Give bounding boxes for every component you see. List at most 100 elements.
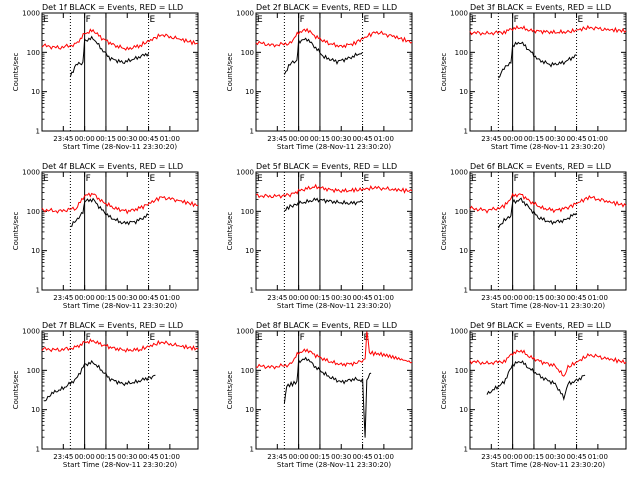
x-tick-label: 00:00 bbox=[503, 135, 523, 143]
event-marker-f: F bbox=[86, 333, 91, 343]
y-tick-label: 1 bbox=[250, 287, 254, 295]
y-tick-label: 10 bbox=[31, 88, 40, 96]
y-axis-label: Counts/sec bbox=[440, 371, 448, 410]
y-axis-label: Counts/sec bbox=[440, 53, 448, 92]
y-tick-label: 1 bbox=[36, 287, 40, 295]
x-axis-label: Start Time (28-Nov-11 23:30:20) bbox=[277, 302, 391, 310]
x-tick-label: 00:30 bbox=[331, 135, 351, 143]
event-marker-e: E bbox=[471, 15, 477, 25]
y-axis-label: Counts/sec bbox=[12, 371, 20, 410]
x-tick-label: 00:45 bbox=[138, 135, 158, 143]
y-tick-label: 1 bbox=[250, 128, 254, 136]
x-axis-label: Start Time (28-Nov-11 23:30:20) bbox=[277, 143, 391, 151]
lld-series-line bbox=[469, 24, 627, 36]
x-tick-label: 01:00 bbox=[588, 453, 608, 461]
event-marker-e: E bbox=[257, 15, 263, 25]
x-tick-label: 00:00 bbox=[75, 294, 95, 302]
x-tick-label: 23:45 bbox=[267, 453, 287, 461]
y-tick-label: 10 bbox=[459, 247, 468, 255]
x-tick-label: 00:00 bbox=[503, 294, 523, 302]
x-tick-label: 00:30 bbox=[117, 135, 137, 143]
x-tick-label: 01:00 bbox=[160, 453, 180, 461]
y-tick-label: 1 bbox=[250, 446, 254, 454]
panel-title: Det 8f BLACK = Events, RED = LLD bbox=[256, 321, 397, 330]
x-tick-label: 00:15 bbox=[524, 294, 544, 302]
y-tick-label: 100 bbox=[241, 367, 254, 375]
events-series-line bbox=[284, 197, 363, 212]
y-tick-label: 1000 bbox=[22, 10, 40, 18]
event-marker-e: E bbox=[471, 333, 477, 343]
lld-series-line bbox=[255, 183, 413, 199]
y-tick-label: 1000 bbox=[236, 169, 254, 177]
panel-det-3: Det 3f BLACK = Events, RED = LLD 1 10 100 10… bbox=[440, 3, 627, 151]
panel-title: Det 3f BLACK = Events, RED = LLD bbox=[470, 3, 611, 12]
x-tick-label: 00:30 bbox=[545, 294, 565, 302]
x-tick-label: 00:45 bbox=[566, 453, 586, 461]
panel-title: Det 6f BLACK = Events, RED = LLD bbox=[470, 162, 611, 171]
y-tick-label: 10 bbox=[245, 406, 254, 414]
x-tick-label: 00:30 bbox=[545, 135, 565, 143]
event-marker-f: F bbox=[300, 174, 305, 184]
events-series-line bbox=[498, 41, 577, 79]
y-tick-label: 1 bbox=[36, 446, 40, 454]
x-tick-label: 23:45 bbox=[481, 135, 501, 143]
x-axis-label: Start Time (28-Nov-11 23:30:20) bbox=[277, 461, 391, 469]
events-series-line bbox=[70, 197, 149, 227]
x-tick-label: 00:30 bbox=[331, 453, 351, 461]
event-marker-e: E bbox=[43, 15, 49, 25]
x-tick-label: 00:30 bbox=[117, 453, 137, 461]
x-tick-label: 00:30 bbox=[331, 294, 351, 302]
x-tick-label: 00:15 bbox=[310, 294, 330, 302]
events-series-line bbox=[43, 359, 156, 402]
x-tick-label: 01:00 bbox=[374, 453, 394, 461]
x-axis-label: Start Time (28-Nov-11 23:30:20) bbox=[491, 461, 605, 469]
panel-title: Det 5f BLACK = Events, RED = LLD bbox=[256, 162, 397, 171]
events-series-line bbox=[497, 197, 577, 229]
y-tick-label: 1 bbox=[464, 446, 468, 454]
x-tick-label: 00:30 bbox=[117, 294, 137, 302]
x-tick-label: 00:15 bbox=[524, 453, 544, 461]
x-tick-label: 00:45 bbox=[352, 453, 372, 461]
lld-series-line bbox=[255, 27, 413, 49]
event-marker-e: E bbox=[150, 333, 156, 343]
y-axis-label: Counts/sec bbox=[440, 212, 448, 251]
panel-det-5: Det 5f BLACK = Events, RED = LLD 1 10 100 10… bbox=[226, 162, 413, 310]
lld-series-line bbox=[41, 192, 199, 215]
panel-det-1: Det 1f BLACK = Events, RED = LLD 1 10 100 10… bbox=[12, 3, 199, 151]
event-marker-e: E bbox=[364, 174, 370, 184]
y-tick-label: 10 bbox=[245, 88, 254, 96]
y-tick-label: 1000 bbox=[22, 169, 40, 177]
plot-frame bbox=[41, 171, 199, 291]
x-tick-label: 00:00 bbox=[75, 453, 95, 461]
x-tick-label: 00:00 bbox=[289, 294, 309, 302]
event-marker-e: E bbox=[578, 15, 584, 25]
lld-series-line bbox=[255, 331, 413, 370]
panel-det-8: Det 8f BLACK = Events, RED = LLD 1 10 100 10… bbox=[226, 321, 413, 469]
y-tick-label: 100 bbox=[27, 367, 40, 375]
y-tick-label: 1 bbox=[464, 287, 468, 295]
x-tick-label: 00:45 bbox=[352, 294, 372, 302]
event-marker-f: F bbox=[300, 333, 305, 343]
x-tick-label: 01:00 bbox=[588, 135, 608, 143]
lld-series-line bbox=[41, 28, 199, 51]
x-axis-label: Start Time (28-Nov-11 23:30:20) bbox=[63, 143, 177, 151]
y-tick-label: 1000 bbox=[236, 10, 254, 18]
x-tick-label: 23:45 bbox=[53, 294, 73, 302]
x-axis-label: Start Time (28-Nov-11 23:30:20) bbox=[63, 461, 177, 469]
plot-frame bbox=[469, 171, 627, 291]
plot-frame bbox=[255, 330, 413, 450]
y-tick-label: 1 bbox=[464, 128, 468, 136]
plot-frame bbox=[255, 171, 413, 291]
y-tick-label: 1 bbox=[36, 128, 40, 136]
panel-title: Det 9f BLACK = Events, RED = LLD bbox=[470, 321, 611, 330]
panel-title: Det 7f BLACK = Events, RED = LLD bbox=[42, 321, 183, 330]
y-tick-label: 1000 bbox=[450, 169, 468, 177]
y-tick-label: 100 bbox=[241, 49, 254, 57]
y-tick-label: 1000 bbox=[22, 328, 40, 336]
y-axis-label: Counts/sec bbox=[226, 371, 234, 410]
y-axis-label: Counts/sec bbox=[226, 212, 234, 251]
panel-title: Det 2f BLACK = Events, RED = LLD bbox=[256, 3, 397, 12]
event-marker-e: E bbox=[257, 174, 263, 184]
x-tick-label: 00:15 bbox=[96, 135, 116, 143]
x-tick-label: 01:00 bbox=[374, 135, 394, 143]
